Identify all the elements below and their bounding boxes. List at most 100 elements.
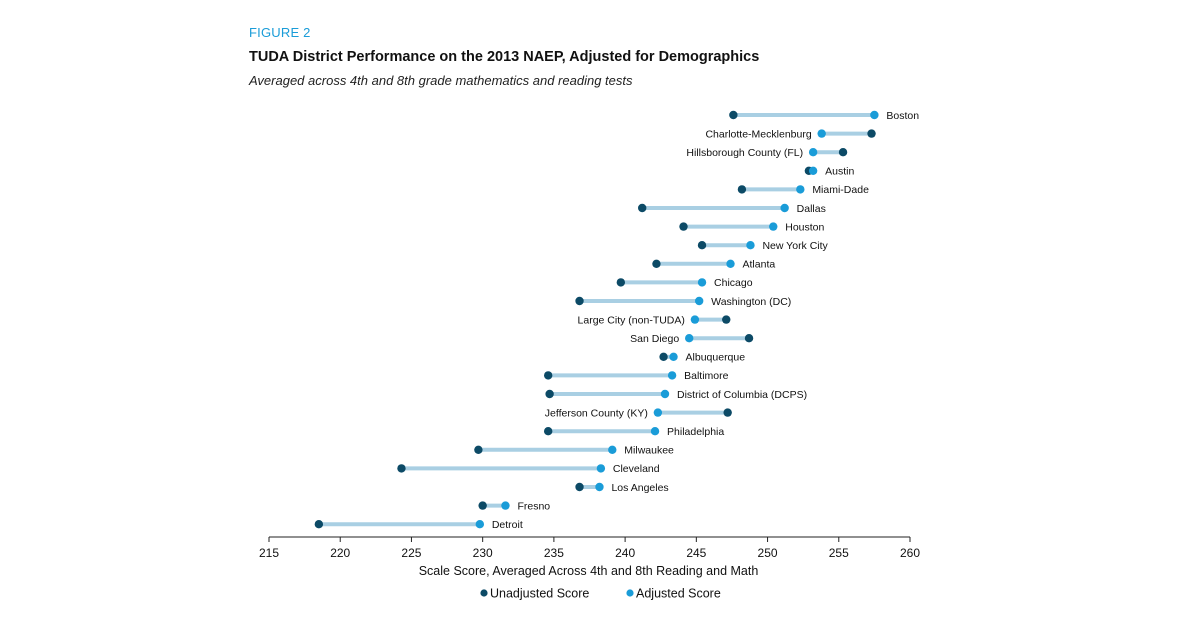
adjusted-point	[475, 520, 485, 529]
x-tick-label: 230	[473, 546, 493, 560]
district-row-los-angeles: Los Angeles	[575, 482, 669, 494]
adjusted-point	[694, 296, 704, 306]
district-label: Austin	[825, 166, 854, 178]
legend-marker	[480, 589, 488, 597]
unadjusted-point	[314, 520, 324, 529]
chart-subtitle: Averaged across 4th and 8th grade mathem…	[249, 73, 633, 88]
unadjusted-point	[575, 296, 584, 306]
district-label: Washington (DC)	[711, 296, 791, 308]
adjusted-point	[653, 408, 663, 417]
adjusted-point	[808, 148, 818, 157]
unadjusted-point	[397, 464, 406, 473]
x-tick-label: 255	[829, 546, 849, 560]
adjusted-point	[685, 334, 694, 343]
x-tick-label: 260	[900, 546, 920, 560]
unadjusted-point	[867, 129, 876, 138]
unadjusted-point	[575, 482, 584, 492]
district-label: Dallas	[797, 203, 826, 215]
district-label: Baltimore	[684, 370, 729, 382]
legend: Unadjusted Score Adjusted Score	[480, 587, 721, 601]
unadjusted-point	[478, 501, 487, 510]
district-label: Fresno	[517, 500, 550, 512]
district-row-baltimore: Baltimore	[543, 370, 729, 382]
legend-marker	[626, 589, 634, 597]
district-label: Philadelphia	[667, 426, 724, 438]
district-row-austin: Austin	[804, 166, 854, 178]
adjusted-point	[796, 185, 805, 194]
district-row-hillsborough-county-fl: Hillsborough County (FL)	[686, 147, 848, 159]
adjusted-point	[780, 203, 789, 213]
district-label: Milwaukee	[624, 445, 674, 457]
district-label: Atlanta	[743, 259, 776, 271]
district-label: Los Angeles	[611, 482, 668, 494]
district-label: Hillsborough County (FL)	[686, 147, 803, 159]
district-row-cleveland: Cleveland	[397, 463, 660, 475]
district-label: Boston	[886, 110, 919, 122]
adjusted-point	[817, 129, 826, 138]
unadjusted-point	[744, 334, 754, 343]
district-row-new-york-city: New York City	[697, 240, 829, 252]
adjusted-point	[697, 278, 707, 287]
adjusted-point	[808, 166, 818, 175]
x-tick-label: 225	[401, 546, 421, 560]
district-label: New York City	[762, 240, 828, 252]
district-label: Jefferson County (KY)	[545, 407, 648, 419]
adjusted-point	[667, 371, 677, 380]
x-tick-label: 240	[615, 546, 635, 560]
legend-label: Unadjusted Score	[490, 587, 589, 601]
adjusted-point	[769, 222, 778, 231]
adjusted-point	[690, 315, 700, 324]
district-row-san-diego: San Diego	[630, 333, 754, 345]
x-axis: 215 220 225 230 235 240 245 250 255 260	[259, 536, 920, 560]
adjusted-point	[726, 259, 735, 268]
district-label: Albuquerque	[686, 352, 746, 364]
chart-rows: Boston Charlotte-Mecklenburg Hillsborough …	[314, 110, 919, 531]
x-tick-label: 215	[259, 546, 279, 560]
x-tick-label: 250	[758, 546, 778, 560]
district-label: Detroit	[492, 519, 523, 531]
unadjusted-point	[737, 185, 747, 194]
figure-label: FIGURE 2	[249, 25, 311, 40]
district-row-district-of-columbia-dcps: District of Columbia (DCPS)	[545, 389, 807, 401]
district-row-washington-dc: Washington (DC)	[575, 296, 791, 308]
unadjusted-point	[729, 110, 738, 120]
unadjusted-point	[638, 203, 647, 213]
district-label: Miami-Dade	[812, 184, 869, 196]
district-row-albuquerque: Albuquerque	[659, 352, 745, 364]
unadjusted-point	[838, 148, 848, 157]
district-label: District of Columbia (DCPS)	[677, 389, 807, 401]
district-row-philadelphia: Philadelphia	[543, 426, 724, 438]
district-row-jefferson-county-ky: Jefferson County (KY)	[545, 407, 732, 419]
unadjusted-point	[722, 315, 731, 324]
district-row-dallas: Dallas	[638, 203, 826, 215]
district-label: Houston	[785, 221, 824, 233]
district-row-detroit: Detroit	[314, 519, 523, 531]
unadjusted-point	[659, 352, 668, 361]
x-tick-label: 245	[686, 546, 706, 560]
district-label: Large City (non-TUDA)	[578, 314, 685, 326]
district-row-chicago: Chicago	[616, 277, 753, 289]
district-row-large-city-non-tuda: Large City (non-TUDA)	[578, 314, 731, 326]
unadjusted-point	[616, 278, 626, 287]
unadjusted-point	[652, 259, 661, 268]
district-label: San Diego	[630, 333, 679, 345]
x-tick-label: 220	[330, 546, 350, 560]
district-row-boston: Boston	[729, 110, 919, 122]
adjusted-point	[501, 501, 510, 510]
unadjusted-point	[543, 427, 553, 436]
adjusted-point	[746, 241, 755, 250]
adjusted-point	[870, 110, 879, 120]
district-row-atlanta: Atlanta	[652, 259, 775, 271]
adjusted-point	[595, 482, 604, 492]
adjusted-point	[650, 427, 660, 436]
x-tick-label: 235	[544, 546, 564, 560]
x-axis-title: Scale Score, Averaged Across 4th and 8th…	[419, 564, 759, 578]
legend-adjusted: Adjusted Score	[626, 587, 721, 601]
district-row-milwaukee: Milwaukee	[474, 445, 674, 457]
adjusted-point	[669, 352, 678, 361]
district-row-houston: Houston	[679, 221, 825, 233]
adjusted-point	[608, 445, 617, 454]
unadjusted-point	[474, 445, 483, 454]
district-label: Cleveland	[613, 463, 660, 475]
